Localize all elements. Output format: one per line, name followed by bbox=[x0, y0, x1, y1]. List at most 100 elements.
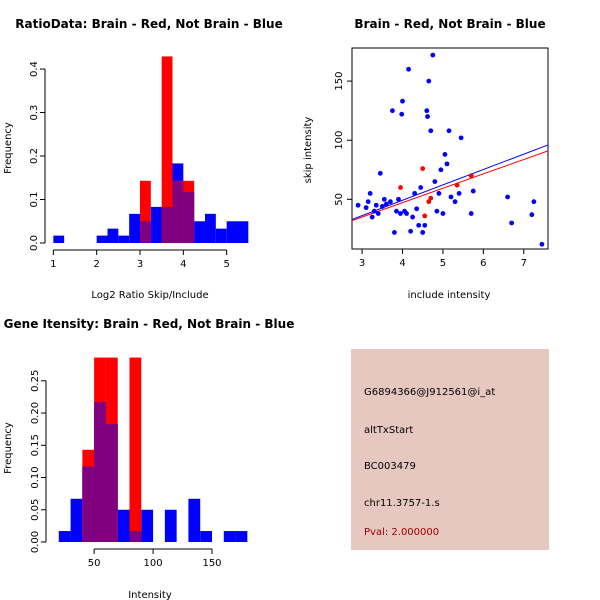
histogram-bar-blue bbox=[150, 206, 162, 243]
scatter-point-blue bbox=[400, 98, 405, 104]
histogram-bar-red bbox=[129, 357, 142, 542]
y-tick-label: 0.00 bbox=[30, 531, 41, 553]
histogram-bar-blue bbox=[141, 509, 154, 542]
scatter-point-blue bbox=[412, 191, 418, 196]
x-tick-label: 150 bbox=[202, 558, 221, 569]
x-tick-label: 1 bbox=[50, 259, 56, 270]
y-tick-label: 0.05 bbox=[30, 499, 41, 521]
scatter-point-blue bbox=[398, 211, 403, 216]
scatter-point-blue bbox=[404, 211, 409, 216]
x-tick-label: 3 bbox=[359, 258, 365, 269]
scatter-point-blue bbox=[399, 111, 405, 117]
y-tick-label: 0.20 bbox=[30, 402, 41, 424]
y-tick-label: 100 bbox=[334, 131, 345, 150]
scatter-point-red bbox=[468, 173, 474, 179]
ratio-histogram-ylabel: Frequency bbox=[3, 122, 14, 174]
scatter-point-blue bbox=[387, 199, 393, 205]
scatter-point-blue bbox=[365, 199, 371, 205]
histogram-bar-overlap bbox=[140, 221, 151, 243]
regression-line-red bbox=[351, 150, 549, 222]
scatter-point-blue bbox=[444, 161, 450, 167]
scatter-point-blue bbox=[424, 108, 430, 114]
x-tick-label: 50 bbox=[88, 558, 101, 569]
histogram-bar-overlap bbox=[172, 180, 184, 243]
histogram-bar-blue bbox=[223, 531, 236, 542]
scatter-point-blue bbox=[383, 201, 389, 207]
scatter-point-blue bbox=[458, 135, 464, 141]
scatter-point-blue bbox=[529, 212, 535, 218]
histogram-bar-blue bbox=[70, 498, 83, 542]
scatter-point-blue bbox=[448, 194, 454, 200]
scatter-point-blue bbox=[432, 179, 438, 185]
x-tick-label: 2 bbox=[93, 259, 99, 270]
scatter-point-blue bbox=[452, 199, 458, 205]
scatter-point-blue bbox=[371, 208, 377, 214]
y-tick-label: 50 bbox=[334, 193, 345, 206]
histogram-bar-blue bbox=[164, 509, 177, 542]
x-tick-label: 5 bbox=[440, 258, 446, 269]
scatter-point-blue bbox=[420, 230, 426, 235]
x-tick-label: 4 bbox=[180, 259, 186, 270]
histogram-bar-blue bbox=[117, 509, 130, 542]
scatter-point-blue bbox=[363, 205, 369, 211]
histogram-bar-blue bbox=[53, 235, 65, 243]
scatter-point-blue bbox=[406, 66, 411, 72]
scatter-point-blue bbox=[367, 191, 373, 196]
scatter-point-blue bbox=[394, 208, 399, 214]
scatter-point-blue bbox=[440, 211, 446, 216]
scatter-point-blue bbox=[418, 185, 424, 190]
histogram-bar-blue bbox=[96, 235, 108, 243]
x-tick-label: 5 bbox=[223, 259, 229, 270]
scatter-point-blue bbox=[390, 108, 395, 114]
scatter-point-blue bbox=[414, 206, 420, 212]
probe-id-text: G6894366@J912561@i_at bbox=[364, 387, 496, 398]
gene-intensity-xlabel: Intensity bbox=[128, 590, 172, 600]
ratio-histogram: RatioData: Brain - Red, Not Brain - Blue… bbox=[3, 17, 283, 301]
scatter-point-red bbox=[420, 166, 426, 172]
scatter-point-blue bbox=[425, 114, 430, 119]
scatter-point-blue bbox=[396, 196, 401, 202]
scatter-point-blue bbox=[539, 241, 545, 247]
scatter-point-blue bbox=[456, 191, 462, 196]
y-tick-label: 0.2 bbox=[29, 148, 40, 164]
scatter-point-red bbox=[426, 199, 432, 205]
scatter-point-blue bbox=[442, 152, 448, 157]
histogram-bar-blue bbox=[215, 228, 227, 243]
intensity-scatter: Brain - Red, Not Brain - Blue include in… bbox=[303, 17, 549, 301]
histogram-bar-red bbox=[140, 180, 151, 243]
scatter-point-red bbox=[428, 195, 434, 201]
y-tick-label: 0.10 bbox=[30, 466, 41, 488]
x-tick-label: 6 bbox=[480, 258, 486, 269]
scatter-point-blue bbox=[436, 191, 442, 196]
scatter-point-blue bbox=[392, 230, 397, 235]
scatter-point-blue bbox=[426, 78, 432, 84]
gene-intensity-histogram: Gene Itensity: Brain - Red, Not Brain - … bbox=[3, 317, 294, 600]
histogram-bar-blue bbox=[107, 228, 119, 243]
x-tick-label: 100 bbox=[144, 558, 163, 569]
scatter-point-blue bbox=[375, 211, 381, 216]
histogram-bar-blue bbox=[226, 221, 238, 243]
scatter-xlabel: include intensity bbox=[408, 290, 491, 301]
histogram-bar-overlap bbox=[183, 192, 195, 243]
y-tick-label: 0.15 bbox=[30, 434, 41, 456]
histogram-bar-overlap bbox=[94, 402, 106, 542]
scatter-plot-frame bbox=[351, 47, 549, 250]
y-tick-label: 0.1 bbox=[29, 192, 40, 208]
histogram-bar-red bbox=[161, 56, 173, 244]
scatter-point-blue bbox=[408, 228, 413, 234]
y-tick-label: 150 bbox=[334, 72, 345, 91]
ratio-histogram-xlabel: Log2 Ratio Skip/Include bbox=[91, 290, 208, 301]
y-tick-label: 0.0 bbox=[29, 235, 40, 251]
scatter-point-blue bbox=[379, 204, 385, 209]
locus-text: chr11.3757-1.s bbox=[364, 498, 440, 509]
gene-intensity-title: Gene Itensity: Brain - Red, Not Brain - … bbox=[4, 317, 295, 331]
histogram-bar-blue bbox=[194, 221, 205, 243]
scatter-point-blue bbox=[381, 196, 387, 202]
scatter-ylabel: skip intensity bbox=[303, 117, 314, 184]
scatter-point-blue bbox=[373, 202, 379, 208]
scatter-point-blue bbox=[430, 52, 436, 58]
scatter-point-blue bbox=[428, 128, 434, 134]
scatter-point-blue bbox=[509, 220, 515, 226]
probe-info-panel: G6894366@J912561@i_at altTxStart BC00347… bbox=[351, 349, 549, 550]
